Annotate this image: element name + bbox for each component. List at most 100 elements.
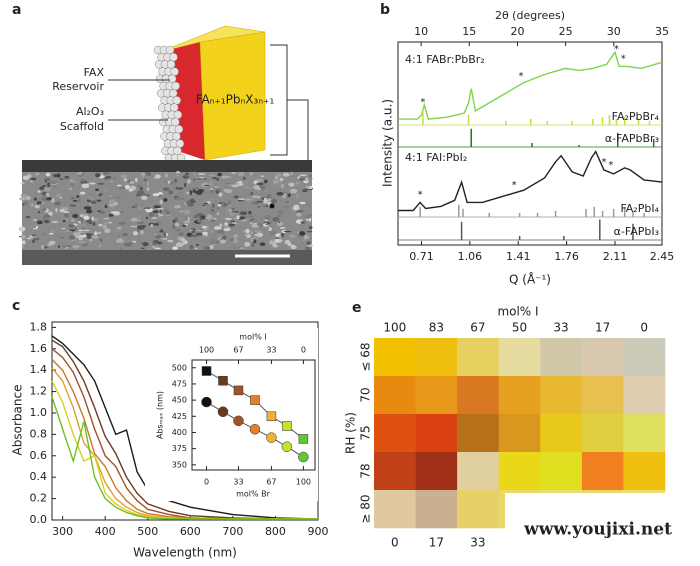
grain bbox=[152, 193, 160, 197]
row-label: ≥ 80 bbox=[359, 494, 373, 523]
square-point bbox=[233, 385, 244, 396]
grain bbox=[208, 174, 216, 177]
grain bbox=[220, 202, 225, 207]
grain bbox=[290, 245, 297, 250]
grain bbox=[78, 198, 81, 203]
grain bbox=[167, 239, 174, 243]
x-tick-label: 2.11 bbox=[603, 250, 628, 263]
x2-tick-label: 67 bbox=[233, 346, 243, 355]
grain bbox=[71, 218, 75, 222]
grain bbox=[181, 206, 188, 210]
grain bbox=[224, 175, 232, 178]
heatmap-cell bbox=[415, 490, 458, 529]
grain bbox=[213, 186, 221, 188]
x-tick-label: 1.41 bbox=[506, 250, 531, 263]
grain bbox=[254, 230, 262, 233]
grain bbox=[110, 180, 113, 183]
grain bbox=[212, 203, 215, 208]
peak-marker: * bbox=[621, 53, 626, 64]
grain bbox=[97, 182, 105, 185]
row-label: 70 bbox=[359, 387, 373, 402]
grain bbox=[119, 187, 125, 190]
grain bbox=[21, 245, 24, 248]
row-label: 75 bbox=[359, 425, 373, 440]
reference-label: α-FAPbBr₃ bbox=[605, 132, 659, 145]
grain bbox=[33, 237, 40, 241]
grain bbox=[82, 173, 85, 176]
peak-marker: * bbox=[519, 71, 524, 82]
grain bbox=[217, 237, 221, 240]
grain bbox=[41, 201, 45, 205]
heatmap-cell bbox=[623, 414, 666, 453]
grain bbox=[244, 242, 251, 247]
grain bbox=[42, 194, 48, 198]
x-axis-label: Wavelength (nm) bbox=[133, 546, 237, 560]
grain bbox=[210, 197, 213, 202]
grain bbox=[288, 234, 297, 238]
x-tick-label: 800 bbox=[265, 525, 286, 538]
grain bbox=[74, 227, 78, 231]
perovskite-label: FAₙ₊₁PbₙX₃ₙ₊₁ bbox=[196, 93, 275, 107]
grain bbox=[97, 231, 102, 235]
grain bbox=[189, 190, 193, 195]
grain bbox=[110, 211, 119, 214]
grain bbox=[64, 213, 69, 218]
grain bbox=[25, 195, 31, 201]
grain bbox=[218, 192, 223, 197]
sphere bbox=[166, 60, 176, 69]
column-label: 50 bbox=[512, 321, 527, 335]
grain bbox=[76, 172, 80, 175]
heatmap-cell bbox=[540, 414, 583, 453]
grain bbox=[203, 246, 211, 250]
grain bbox=[293, 204, 300, 207]
grain bbox=[64, 175, 70, 179]
grain bbox=[116, 184, 122, 187]
grain bbox=[254, 184, 258, 189]
grain bbox=[118, 247, 122, 250]
grain bbox=[176, 226, 183, 228]
grain bbox=[89, 238, 93, 242]
grain bbox=[157, 241, 163, 245]
sem-top bbox=[22, 160, 312, 172]
grain bbox=[154, 247, 161, 250]
heatmap-cell bbox=[540, 338, 583, 377]
column-label: 0 bbox=[640, 321, 648, 335]
grain bbox=[195, 190, 203, 195]
grain bbox=[55, 207, 58, 213]
grain bbox=[83, 215, 90, 220]
heatmap-cell bbox=[581, 414, 624, 453]
grain bbox=[140, 229, 144, 235]
grain bbox=[114, 228, 121, 232]
grain bbox=[195, 232, 204, 236]
grain bbox=[289, 188, 298, 194]
grain bbox=[82, 243, 87, 247]
grain bbox=[166, 220, 172, 223]
y-tick-label: 375 bbox=[172, 444, 187, 453]
grain bbox=[37, 211, 41, 214]
series-label: 4:1 FAI:PbI₂ bbox=[405, 151, 467, 164]
grain bbox=[223, 227, 231, 232]
x-axis-label: Q (Å⁻¹) bbox=[509, 272, 551, 287]
grain bbox=[124, 184, 130, 190]
grain bbox=[157, 207, 164, 210]
grain bbox=[283, 230, 292, 233]
grain bbox=[174, 173, 181, 175]
grain bbox=[309, 174, 312, 177]
grain bbox=[64, 217, 71, 219]
heatmap-cell bbox=[540, 376, 583, 415]
grain bbox=[136, 229, 139, 232]
grain bbox=[280, 183, 285, 189]
grain bbox=[217, 234, 224, 237]
grain bbox=[23, 201, 28, 206]
grain bbox=[109, 199, 116, 204]
x2-tick-label: 20 bbox=[510, 25, 524, 38]
grain bbox=[288, 182, 295, 187]
circle-point bbox=[281, 441, 293, 452]
reservoir-label: FAX bbox=[84, 66, 105, 79]
grain bbox=[128, 188, 133, 192]
grain bbox=[184, 201, 187, 206]
grain bbox=[163, 208, 169, 213]
grain bbox=[295, 209, 304, 213]
grain bbox=[70, 182, 75, 187]
grain bbox=[62, 177, 71, 180]
